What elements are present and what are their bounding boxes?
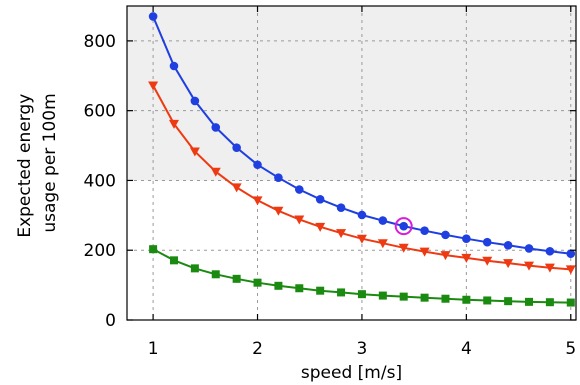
series-1-point-11 — [377, 239, 388, 249]
series-2-point-18 — [525, 297, 534, 306]
series-1-point-4 — [231, 183, 242, 193]
tick-layer: 1 2 3 4 5 0 200 400 600 800 — [84, 6, 576, 359]
series-1-point-9 — [336, 229, 347, 239]
x-tick-label-4: 5 — [565, 339, 576, 359]
series-2-point-8 — [316, 286, 325, 295]
series-0-point-1 — [169, 61, 179, 71]
series-1-point-10 — [356, 234, 367, 244]
series-1-point-16 — [482, 256, 493, 266]
y-axis-label-line-2: usage per 100m — [40, 93, 60, 232]
x-tick-label-3: 4 — [461, 339, 472, 359]
series-2-point-14 — [441, 294, 450, 303]
series-0-point-14 — [441, 230, 450, 240]
series-2-point-11 — [378, 291, 387, 300]
series-2-point-20 — [566, 298, 575, 307]
series-1-point-14 — [440, 251, 451, 261]
series-0-point-16 — [482, 237, 492, 247]
series-0-point-17 — [503, 241, 513, 250]
series-1-point-20 — [565, 265, 576, 275]
y-tick-label-0: 0 — [105, 311, 116, 331]
series-1-point-19 — [544, 263, 555, 273]
series-2-point-19 — [545, 298, 554, 307]
series-1-point-5 — [252, 196, 263, 206]
y-tick-label-2: 400 — [84, 171, 116, 191]
series-0-point-19 — [545, 246, 555, 256]
series-2-point-12 — [399, 292, 408, 301]
series-1-point-12 — [398, 243, 409, 253]
series-0-point-6 — [274, 173, 283, 182]
series-0-point-13 — [420, 226, 429, 235]
series-2-point-2 — [190, 264, 199, 273]
x-tick-label-2: 3 — [357, 339, 368, 359]
series-0-point-2 — [190, 96, 200, 106]
series-1-point-15 — [461, 253, 472, 263]
y-tick-label-3: 600 — [84, 102, 116, 122]
series-1-point-18 — [524, 261, 535, 271]
series-1-point-2 — [189, 147, 200, 157]
series-2-point-4 — [232, 274, 241, 283]
y-tick-label-1: 200 — [84, 241, 116, 261]
series-2-point-15 — [462, 295, 471, 304]
series-2-point-3 — [211, 270, 220, 279]
series-1-point-6 — [273, 206, 284, 216]
series-layer — [148, 12, 576, 307]
series-1-point-0 — [148, 81, 159, 91]
series-2-point-5 — [253, 278, 262, 287]
series-1-point-17 — [503, 259, 514, 269]
series-1-point-1 — [168, 119, 179, 129]
series-1-point-7 — [294, 215, 305, 225]
shaded-region — [127, 6, 576, 181]
x-tick-label-1: 2 — [252, 339, 263, 359]
series-2-point-10 — [357, 290, 366, 299]
highlight-marker — [394, 217, 413, 236]
y-axis-label: Expected energy usage per 100m — [15, 88, 60, 237]
series-2-point-13 — [420, 293, 429, 302]
series-0-point-15 — [462, 234, 471, 244]
series-0-point-7 — [294, 185, 304, 194]
series-0-point-5 — [253, 160, 262, 170]
series-0-point-11 — [378, 216, 388, 225]
series-2-point-7 — [295, 284, 304, 293]
x-axis-label: speed [m/s] — [301, 363, 402, 383]
series-0-point-12 — [399, 221, 409, 231]
y-axis-label-line-1: Expected energy — [15, 94, 35, 238]
series-2-point-9 — [337, 288, 346, 297]
series-0-point-20 — [566, 249, 576, 259]
series-2-point-6 — [274, 281, 283, 290]
series-0-point-8 — [315, 194, 325, 204]
highlight-layer — [394, 217, 413, 236]
series-0-point-0 — [148, 12, 158, 21]
x-tick-label-0: 1 — [148, 339, 159, 359]
series-1-point-8 — [315, 222, 326, 232]
series-0-point-10 — [357, 210, 367, 220]
series-2-point-0 — [149, 245, 158, 254]
series-2-point-1 — [169, 256, 178, 265]
series-0-point-4 — [232, 143, 241, 152]
shaded-band — [127, 6, 576, 181]
series-2-point-16 — [483, 296, 492, 305]
series-0-point-18 — [524, 244, 534, 253]
plot-frame — [126, 5, 577, 321]
series-2-point-17 — [504, 297, 513, 306]
series-1-point-3 — [210, 167, 221, 177]
series-0-point-3 — [211, 123, 221, 132]
series-1-point-13 — [419, 247, 430, 257]
series-0-point-9 — [336, 203, 346, 212]
y-tick-label-4: 800 — [84, 32, 116, 52]
